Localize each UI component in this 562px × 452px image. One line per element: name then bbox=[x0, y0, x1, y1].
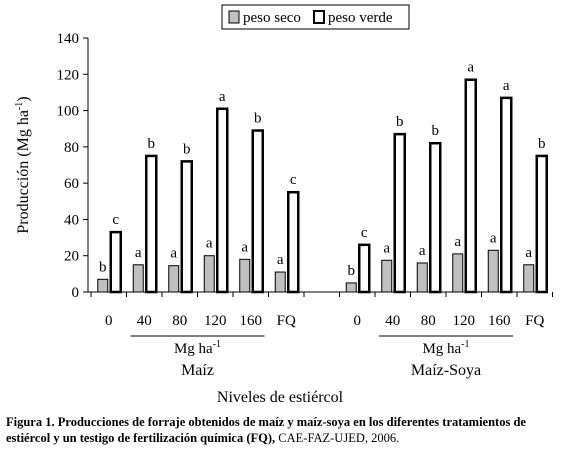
y-axis-label-end: ) bbox=[15, 96, 32, 101]
group-label: Maíz bbox=[181, 362, 214, 379]
x-tick-label: 40 bbox=[137, 313, 152, 329]
y-tick-label: 60 bbox=[64, 176, 79, 192]
bar-significance-letter: b bbox=[99, 259, 107, 275]
bar-significance-letter: c bbox=[361, 225, 368, 241]
bar-significance-letter: a bbox=[383, 240, 390, 256]
bar-peso-seco bbox=[345, 282, 357, 293]
bar-significance-letter: b bbox=[538, 136, 546, 152]
bar-peso-verde bbox=[393, 132, 406, 294]
chart: peso seco peso verde 0 20 40 60 80 100 120 140 b… bbox=[14, 4, 553, 406]
y-tick-label: 40 bbox=[64, 212, 79, 228]
bar-significance-letter: a bbox=[503, 78, 510, 94]
x-tick-label: FQ bbox=[277, 313, 296, 329]
bar-peso-verde bbox=[287, 190, 300, 294]
bar-peso-seco bbox=[487, 249, 499, 293]
bar-peso-verde bbox=[358, 243, 371, 294]
bar-peso-verde bbox=[535, 154, 548, 294]
bar-peso-seco bbox=[523, 264, 535, 293]
x-tick-label: 120 bbox=[453, 313, 476, 329]
x-tick-label: 40 bbox=[385, 313, 400, 329]
bar-peso-seco bbox=[416, 262, 428, 293]
bar-peso-verde bbox=[180, 160, 193, 294]
legend: peso seco peso verde bbox=[221, 4, 410, 30]
bar-significance-letter: a bbox=[219, 89, 226, 105]
bar-peso-seco bbox=[239, 258, 251, 293]
y-tick-label: 0 bbox=[72, 285, 80, 301]
bar-peso-verde bbox=[500, 96, 513, 294]
y-axis: 0 20 40 60 80 100 120 140 bbox=[57, 31, 89, 301]
unit-label: Mg ha-1 bbox=[174, 339, 221, 357]
bar-significance-letter: a bbox=[170, 246, 177, 262]
x-tick-label: FQ bbox=[525, 313, 544, 329]
x-tick-label: 0 bbox=[105, 313, 113, 329]
legend-swatch-peso-seco bbox=[228, 10, 240, 24]
bar-peso-seco bbox=[168, 265, 180, 293]
bar-peso-verde bbox=[109, 230, 122, 294]
bar-peso-seco bbox=[132, 264, 144, 293]
bar-significance-letter: a bbox=[467, 60, 474, 76]
legend-label: peso seco bbox=[243, 10, 301, 26]
bar-significance-letter: a bbox=[241, 239, 248, 255]
bar-significance-letter: b bbox=[254, 111, 262, 127]
bar-peso-verde bbox=[145, 154, 158, 294]
x-tick-label: 160 bbox=[488, 313, 511, 329]
bar-significance-letter: b bbox=[348, 263, 356, 279]
bar-significance-letter: a bbox=[135, 245, 142, 261]
y-tick-label: 80 bbox=[64, 140, 79, 156]
bar-peso-verde bbox=[216, 107, 229, 294]
bar-significance-letter: c bbox=[112, 212, 119, 228]
group-label: Maíz-Soya bbox=[411, 362, 481, 379]
bar-significance-letter: c bbox=[290, 172, 297, 188]
y-axis-label: Producción (Mg ha-1) bbox=[14, 96, 32, 233]
bar-significance-letter: b bbox=[183, 141, 191, 157]
legend-swatch-peso-verde bbox=[313, 10, 325, 24]
y-tick-label: 140 bbox=[57, 31, 80, 47]
bar-significance-letter: a bbox=[277, 252, 284, 268]
bar-peso-seco bbox=[203, 255, 215, 293]
bar-peso-seco bbox=[452, 253, 464, 293]
bar-peso-verde bbox=[464, 78, 477, 294]
bar-significance-letter: b bbox=[148, 136, 156, 152]
bar-significance-letter: a bbox=[419, 243, 426, 259]
bar-significance-letter: a bbox=[454, 234, 461, 250]
y-axis-label-superscript: -1 bbox=[14, 102, 25, 110]
bar-significance-letter: b bbox=[396, 114, 404, 130]
bar-significance-letter: a bbox=[525, 245, 532, 261]
bar-peso-seco bbox=[381, 259, 393, 293]
legend-label: peso verde bbox=[328, 10, 393, 26]
y-tick-label: 100 bbox=[57, 104, 80, 120]
x-tick-label: 120 bbox=[204, 313, 227, 329]
x-axis-label: Niveles de estiércol bbox=[217, 389, 344, 406]
x-tick-label: 80 bbox=[172, 313, 187, 329]
y-tick-label: 120 bbox=[57, 67, 80, 83]
unit-label-text: Mg ha bbox=[422, 341, 461, 357]
bar-peso-seco bbox=[97, 278, 109, 293]
unit-label-superscript: -1 bbox=[213, 339, 221, 350]
bar-peso-verde bbox=[429, 141, 442, 294]
x-tick-label: 80 bbox=[421, 313, 436, 329]
y-axis-label-text: Producción (Mg ha bbox=[15, 110, 32, 234]
unit-label: Mg ha-1 bbox=[422, 339, 469, 357]
figure-caption: Figura 1. Producciones de forraje obteni… bbox=[6, 414, 558, 446]
caption-label: Figura 1. Producciones de forraje obteni… bbox=[6, 415, 526, 445]
caption-source: CAE-FAZ-UJED, 2006. bbox=[275, 431, 400, 445]
y-tick-label: 20 bbox=[64, 249, 79, 265]
unit-label-text: Mg ha bbox=[174, 341, 213, 357]
unit-label-superscript: -1 bbox=[461, 339, 469, 350]
bar-significance-letter: a bbox=[206, 236, 213, 252]
bar-peso-verde bbox=[251, 129, 264, 294]
x-tick-label: 0 bbox=[354, 313, 362, 329]
bar-peso-seco bbox=[274, 271, 286, 293]
x-tick-label: 160 bbox=[240, 313, 263, 329]
bar-significance-letter: b bbox=[432, 123, 440, 139]
bar-significance-letter: a bbox=[490, 230, 497, 246]
